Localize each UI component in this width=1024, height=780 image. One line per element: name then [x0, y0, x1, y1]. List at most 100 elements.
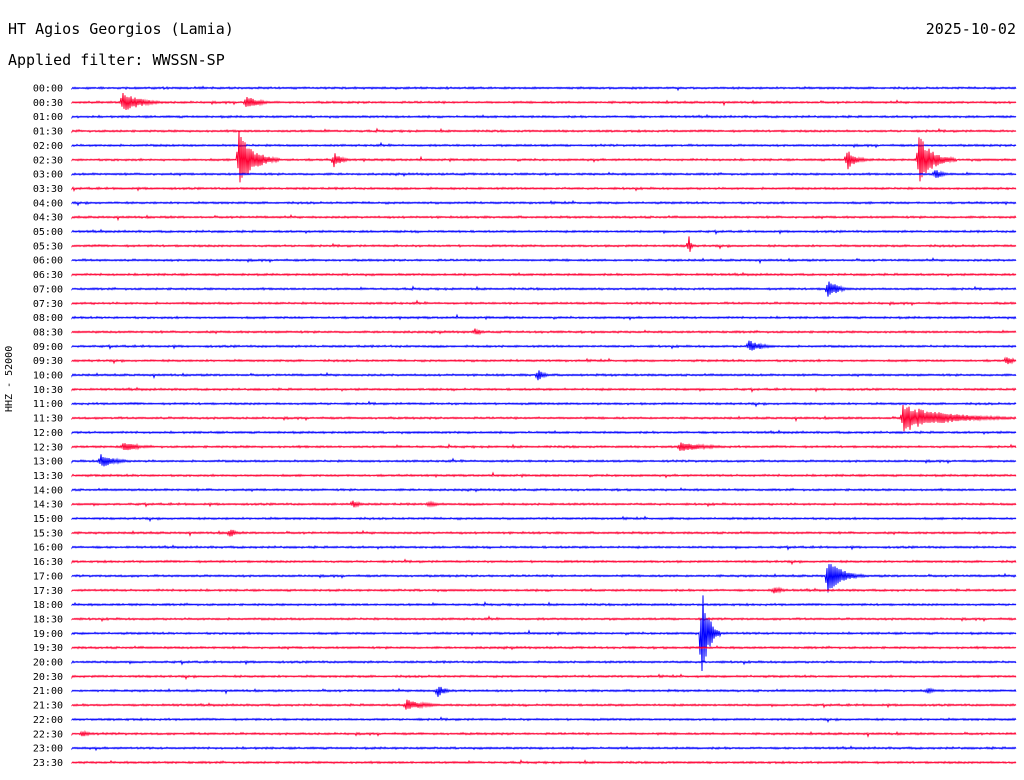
- row-time-label: 23:00: [33, 744, 63, 755]
- row-time-label: 09:30: [33, 356, 63, 367]
- trace-row: [71, 686, 1017, 697]
- row-time-label: 13:00: [33, 457, 63, 468]
- row-time-label: 03:00: [33, 170, 63, 181]
- row-time-label: 05:00: [33, 227, 63, 238]
- trace-row: [71, 454, 1017, 467]
- trace-row: [71, 730, 1017, 738]
- row-time-label: 02:00: [33, 141, 63, 152]
- trace-row: [71, 400, 1017, 408]
- trace-row: [71, 271, 1017, 278]
- trace-row: [71, 404, 1017, 432]
- trace-row: [71, 127, 1017, 134]
- row-time-label: 17:00: [33, 571, 63, 582]
- trace-row: [71, 340, 1017, 351]
- trace-row: [71, 328, 1017, 336]
- row-time-label: 22:30: [33, 729, 63, 740]
- seismogram-traces: [71, 85, 1017, 765]
- trace-row: [71, 586, 1017, 594]
- trace-row: [71, 257, 1017, 265]
- row-time-label: 00:30: [33, 98, 63, 109]
- trace-row: [71, 673, 1017, 681]
- trace-row: [71, 615, 1017, 623]
- trace-row: [71, 558, 1017, 566]
- row-time-label: 21:00: [33, 686, 63, 697]
- trace-row: [71, 699, 1017, 710]
- row-time-label: 22:00: [33, 715, 63, 726]
- trace-row: [71, 645, 1017, 651]
- trace-row: [71, 370, 1017, 381]
- trace-row: [71, 299, 1017, 307]
- trace-row: [71, 595, 1017, 672]
- trace-row: [71, 564, 1017, 593]
- row-time-label: 10:30: [33, 385, 63, 396]
- trace-row: [71, 281, 1017, 297]
- trace-row: [71, 113, 1017, 120]
- trace-row: [71, 236, 1017, 252]
- row-time-label: 15:00: [33, 514, 63, 525]
- row-tick-labels: 00:00 00:30 01:00 01:30 02:00 02:30 03:00 03:30…: [33, 84, 63, 769]
- row-time-label: 20:00: [33, 658, 63, 669]
- row-time-label: 00:00: [33, 84, 63, 95]
- row-time-label: 16:00: [33, 543, 63, 554]
- trace-row: [71, 170, 1017, 178]
- row-time-label: 08:00: [33, 313, 63, 324]
- row-time-label: 19:30: [33, 643, 63, 654]
- row-time-label: 11:30: [33, 414, 63, 425]
- row-time-label: 02:30: [33, 155, 63, 166]
- row-time-label: 09:00: [33, 342, 63, 353]
- trace-row: [71, 429, 1017, 436]
- row-time-label: 23:30: [33, 758, 63, 769]
- trace-row: [71, 228, 1017, 236]
- trace-row: [71, 386, 1017, 393]
- row-time-label: 05:30: [33, 241, 63, 252]
- trace-row: [71, 130, 1017, 183]
- row-time-label: 12:00: [33, 428, 63, 439]
- trace-row: [71, 356, 1017, 365]
- row-time-label: 17:30: [33, 586, 63, 597]
- trace-row: [71, 758, 1017, 765]
- row-time-label: 18:00: [33, 600, 63, 611]
- row-time-label: 11:00: [33, 399, 63, 410]
- row-time-label: 16:30: [33, 557, 63, 568]
- row-time-label: 04:30: [33, 213, 63, 224]
- row-time-label: 15:30: [33, 528, 63, 539]
- row-time-label: 07:30: [33, 299, 63, 310]
- filter-label: Applied filter: WWSSN-SP: [8, 51, 225, 69]
- trace-row: [71, 529, 1017, 537]
- trace-row: [71, 544, 1017, 551]
- trace-row: [71, 745, 1017, 752]
- row-time-label: 06:00: [33, 256, 63, 267]
- row-time-label: 12:30: [33, 442, 63, 453]
- row-time-label: 04:00: [33, 198, 63, 209]
- row-time-label: 10:00: [33, 371, 63, 382]
- trace-row: [71, 186, 1017, 192]
- row-time-label: 01:30: [33, 127, 63, 138]
- trace-row: [71, 471, 1017, 479]
- row-time-label: 13:30: [33, 471, 63, 482]
- station-title: HT Agios Georgios (Lamia): [8, 20, 234, 38]
- trace-row: [71, 141, 1017, 149]
- trace-row: [71, 659, 1017, 666]
- row-time-label: 20:30: [33, 672, 63, 683]
- trace-row: [71, 601, 1017, 607]
- row-time-label: 03:30: [33, 184, 63, 195]
- trace-row: [71, 92, 1017, 110]
- trace-row: [71, 487, 1017, 493]
- row-time-label: 01:00: [33, 112, 63, 123]
- trace-row: [71, 85, 1017, 92]
- row-time-label: 21:30: [33, 701, 63, 712]
- row-time-label: 07:00: [33, 284, 63, 295]
- row-time-label: 19:00: [33, 629, 63, 640]
- trace-row: [71, 199, 1017, 207]
- trace-row: [71, 313, 1017, 321]
- trace-row: [71, 500, 1017, 508]
- date-label: 2025-10-02: [925, 20, 1016, 38]
- trace-row: [71, 515, 1017, 523]
- row-time-label: 08:30: [33, 327, 63, 338]
- row-time-label: 06:30: [33, 270, 63, 281]
- row-time-label: 14:00: [33, 485, 63, 496]
- row-time-label: 18:30: [33, 614, 63, 625]
- trace-row: [71, 716, 1017, 724]
- row-time-label: 14:30: [33, 500, 63, 511]
